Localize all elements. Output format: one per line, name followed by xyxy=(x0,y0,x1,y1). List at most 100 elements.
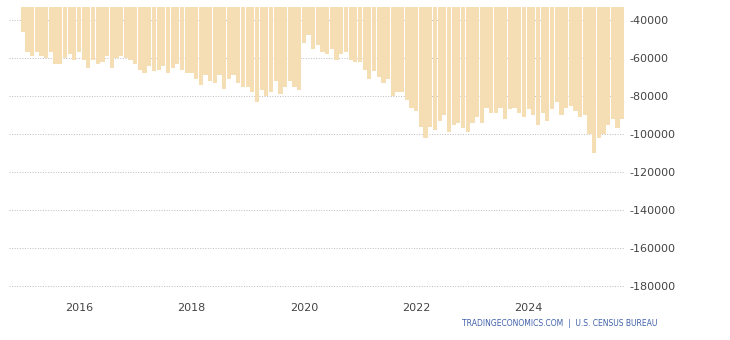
Bar xyxy=(250,0,254,92)
Bar xyxy=(461,0,465,129)
Bar xyxy=(391,0,395,96)
Bar xyxy=(180,0,184,70)
Bar xyxy=(410,0,414,107)
Bar xyxy=(503,0,507,119)
Bar xyxy=(512,0,517,107)
Bar xyxy=(156,0,161,70)
Bar xyxy=(278,0,283,94)
Bar xyxy=(344,0,348,52)
Bar xyxy=(175,0,180,64)
Bar xyxy=(536,0,540,125)
Bar xyxy=(489,0,493,113)
Bar xyxy=(677,0,680,112)
Bar xyxy=(447,0,451,132)
Bar xyxy=(648,0,653,125)
Bar xyxy=(161,0,166,66)
Bar xyxy=(522,0,526,117)
Bar xyxy=(72,0,77,60)
Bar xyxy=(185,0,189,73)
Bar xyxy=(658,0,662,117)
Bar xyxy=(559,0,564,115)
Bar xyxy=(592,0,596,153)
Bar xyxy=(63,0,67,58)
Bar xyxy=(236,0,240,83)
Bar xyxy=(100,0,104,62)
Bar xyxy=(728,0,730,109)
Bar xyxy=(292,0,296,87)
Bar xyxy=(128,0,133,60)
Bar xyxy=(297,0,301,90)
Bar xyxy=(58,0,62,64)
Bar xyxy=(189,0,193,73)
Bar xyxy=(212,0,217,83)
Bar xyxy=(456,0,461,123)
Bar xyxy=(44,0,48,58)
Bar xyxy=(414,0,418,112)
Bar xyxy=(367,0,372,79)
Text: TRADINGECONOMICS.COM  |  U.S. CENSUS BUREAU: TRADINGECONOMICS.COM | U.S. CENSUS BUREA… xyxy=(461,319,657,328)
Bar xyxy=(269,0,273,92)
Bar xyxy=(245,0,250,87)
Bar xyxy=(26,0,30,52)
Bar xyxy=(386,0,391,79)
Bar xyxy=(700,0,704,109)
Bar xyxy=(540,0,545,113)
Bar xyxy=(20,0,25,32)
Bar xyxy=(82,0,86,60)
Bar xyxy=(442,0,447,115)
Bar xyxy=(358,0,362,62)
Bar xyxy=(96,0,100,64)
Bar xyxy=(171,0,174,68)
Bar xyxy=(227,0,231,79)
Bar xyxy=(588,0,591,134)
Bar xyxy=(578,0,583,117)
Bar xyxy=(419,0,423,126)
Bar xyxy=(404,0,409,100)
Bar xyxy=(545,0,550,121)
Bar xyxy=(429,0,432,126)
Bar xyxy=(480,0,484,123)
Bar xyxy=(611,0,615,119)
Bar xyxy=(86,0,91,68)
Bar xyxy=(704,0,709,117)
Bar xyxy=(423,0,428,138)
Bar xyxy=(555,0,559,102)
Bar xyxy=(396,0,399,92)
Bar xyxy=(353,0,358,62)
Bar xyxy=(124,0,128,58)
Bar xyxy=(602,0,606,134)
Bar xyxy=(625,0,629,115)
Bar xyxy=(484,0,488,107)
Bar xyxy=(199,0,203,85)
Bar xyxy=(508,0,512,109)
Bar xyxy=(400,0,404,92)
Bar xyxy=(35,0,39,52)
Bar xyxy=(667,0,671,106)
Bar xyxy=(452,0,456,125)
Bar xyxy=(241,0,245,87)
Bar xyxy=(68,0,72,54)
Bar xyxy=(372,0,376,71)
Bar xyxy=(634,0,639,126)
Bar xyxy=(718,0,723,104)
Bar xyxy=(493,0,498,113)
Bar xyxy=(653,0,657,112)
Bar xyxy=(334,0,339,60)
Bar xyxy=(49,0,53,52)
Bar xyxy=(672,0,676,119)
Bar xyxy=(517,0,521,113)
Bar xyxy=(550,0,554,109)
Bar xyxy=(231,0,236,75)
Bar xyxy=(526,0,531,109)
Bar xyxy=(615,0,620,129)
Bar xyxy=(260,0,264,90)
Bar xyxy=(105,0,110,56)
Bar xyxy=(377,0,381,77)
Bar xyxy=(531,0,535,115)
Bar xyxy=(138,0,142,70)
Bar xyxy=(222,0,226,88)
Bar xyxy=(264,0,269,96)
Bar xyxy=(218,0,222,75)
Bar xyxy=(255,0,259,102)
Bar xyxy=(629,0,634,119)
